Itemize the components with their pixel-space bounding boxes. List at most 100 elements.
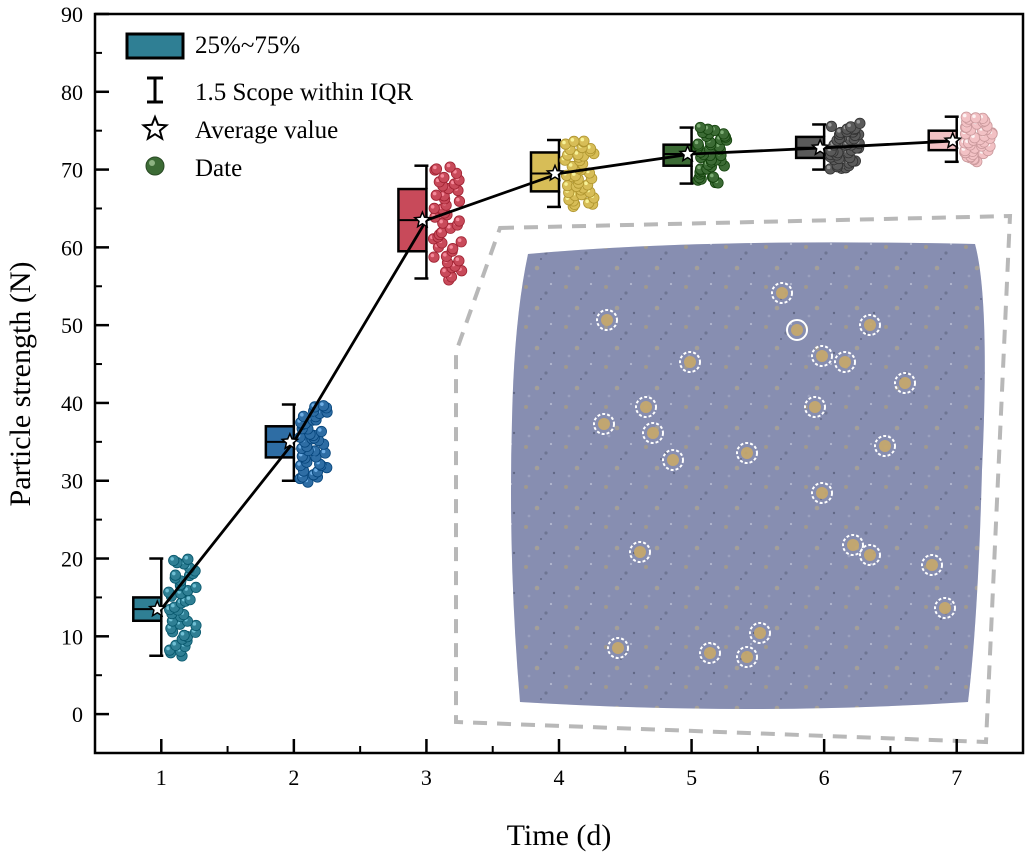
- data-point: [317, 400, 330, 412]
- inset-particle: [816, 350, 828, 362]
- y-tick-label: 70: [61, 158, 83, 183]
- inset-particle-ring: [596, 309, 618, 331]
- data-point: [168, 554, 180, 567]
- inset-particle-ring: [934, 597, 956, 619]
- data-point-highlight: [837, 129, 841, 133]
- data-point-highlight: [856, 119, 861, 124]
- axes: 0 10 20 30 40 50 60 70 80 90 1 2 3 4 5 6 7: [61, 2, 962, 790]
- inset-photo-shade: [511, 242, 985, 709]
- data-point: [315, 425, 327, 438]
- inset-particle-ring: [593, 413, 615, 435]
- data-point-highlight: [433, 165, 437, 170]
- inset-particle: [847, 539, 859, 551]
- y-tick-label: 60: [61, 235, 83, 260]
- data-point: [428, 202, 440, 214]
- inset-particle: [704, 647, 716, 659]
- data-point-highlight: [574, 151, 579, 155]
- box-group-3: [397, 161, 468, 286]
- data-point-highlight: [962, 113, 967, 118]
- data-point-highlight: [180, 631, 185, 636]
- data-point-highlight: [455, 217, 460, 222]
- data-point: [430, 189, 442, 201]
- data-point-highlight: [826, 165, 831, 170]
- inset-particle: [809, 401, 821, 413]
- mean-marker: [943, 130, 963, 149]
- inset-particle-ring: [771, 282, 793, 304]
- x-tick-label: 3: [421, 765, 432, 790]
- data-point-highlight: [300, 412, 304, 417]
- legend-box-symbol: [125, 32, 185, 60]
- inset-particle-ring: [786, 319, 808, 341]
- data-point-highlight: [297, 462, 301, 466]
- data-point-highlight: [186, 596, 191, 600]
- data-point-highlight: [828, 122, 832, 127]
- data-point-highlight: [171, 571, 176, 576]
- legend-label-2: 1.5 Scope within IQR: [195, 79, 413, 106]
- data-point-highlight: [449, 245, 453, 249]
- mean-marker: [678, 144, 698, 163]
- data-point: [453, 215, 465, 227]
- legend-label-3: Average value: [195, 117, 338, 144]
- inset-particle-ring: [662, 449, 684, 471]
- y-tick-label: 30: [61, 469, 83, 494]
- inset-particle: [776, 287, 788, 299]
- data-point-highlight: [564, 182, 568, 186]
- inset-particle: [647, 427, 659, 439]
- x-tick-label: 5: [686, 765, 697, 790]
- inset-particle: [601, 314, 613, 326]
- inset-particle-ring: [859, 544, 881, 566]
- inset-particle: [741, 651, 753, 663]
- data-point-highlight: [447, 224, 451, 229]
- data-point-highlight: [443, 252, 447, 257]
- data-point-highlight: [317, 428, 322, 432]
- x-tick-label: 2: [288, 765, 299, 790]
- data-point-highlight: [456, 197, 460, 202]
- data-point-highlight: [720, 130, 724, 135]
- data-point-highlight: [570, 137, 575, 142]
- inset-photo: [454, 213, 1013, 745]
- x-axis-title: Time (d): [507, 819, 612, 852]
- inset-particle-ring: [874, 435, 896, 457]
- data-point: [455, 236, 467, 248]
- inset-particle: [939, 602, 951, 614]
- data-point-highlight: [710, 173, 714, 178]
- inset-particle-ring: [736, 442, 758, 464]
- data-point-highlight: [572, 172, 576, 176]
- y-tick-label: 0: [72, 702, 83, 727]
- inset-particle: [667, 454, 679, 466]
- y-tick-label: 50: [61, 313, 83, 338]
- inset-particle-ring: [842, 534, 864, 556]
- data-point-highlight: [192, 583, 197, 588]
- data-point: [694, 121, 706, 134]
- data-point: [453, 255, 465, 267]
- inset-particle-ring: [607, 637, 629, 659]
- data-point-highlight: [170, 557, 174, 561]
- y-axis-title: Particle strength (N): [4, 262, 37, 507]
- data-point-highlight: [442, 268, 446, 273]
- inset-particle-markers: [593, 282, 956, 668]
- inset-particle: [684, 356, 696, 368]
- inset-particle-ring: [811, 482, 833, 504]
- x-tick-label: 7: [951, 765, 962, 790]
- data-point-highlight: [192, 622, 197, 626]
- data-point-highlight: [165, 588, 169, 593]
- box-group-5: [662, 121, 733, 189]
- inset-particle-ring: [736, 646, 758, 668]
- mean-marker: [147, 599, 167, 618]
- data-point: [960, 111, 972, 123]
- data-point-highlight: [584, 181, 588, 186]
- y-tick-label: 10: [61, 624, 83, 649]
- inset-particle: [634, 546, 646, 558]
- inset-particle-ring: [811, 345, 833, 367]
- legend-label-4: Date: [195, 155, 242, 182]
- data-point: [568, 135, 580, 147]
- mean-marker: [412, 210, 432, 229]
- inset-particle: [612, 642, 624, 654]
- data-point-highlight: [580, 137, 585, 142]
- data-point: [453, 195, 466, 207]
- inset-particle-ring: [679, 351, 701, 373]
- inset-dashed-outline: [454, 213, 1013, 745]
- legend-label-1: 25%~75%: [195, 32, 300, 59]
- data-point-highlight: [694, 140, 699, 145]
- data-point-highlight: [446, 163, 451, 168]
